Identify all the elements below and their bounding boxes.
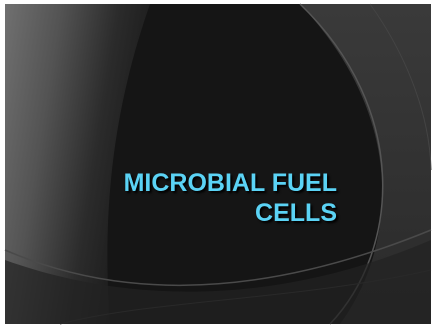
slide-title: MICROBIAL FUEL CELLS <box>124 168 337 228</box>
slide-title-line-1: MICROBIAL FUEL <box>123 169 337 197</box>
slide-title-line-2: CELLS <box>255 199 337 227</box>
